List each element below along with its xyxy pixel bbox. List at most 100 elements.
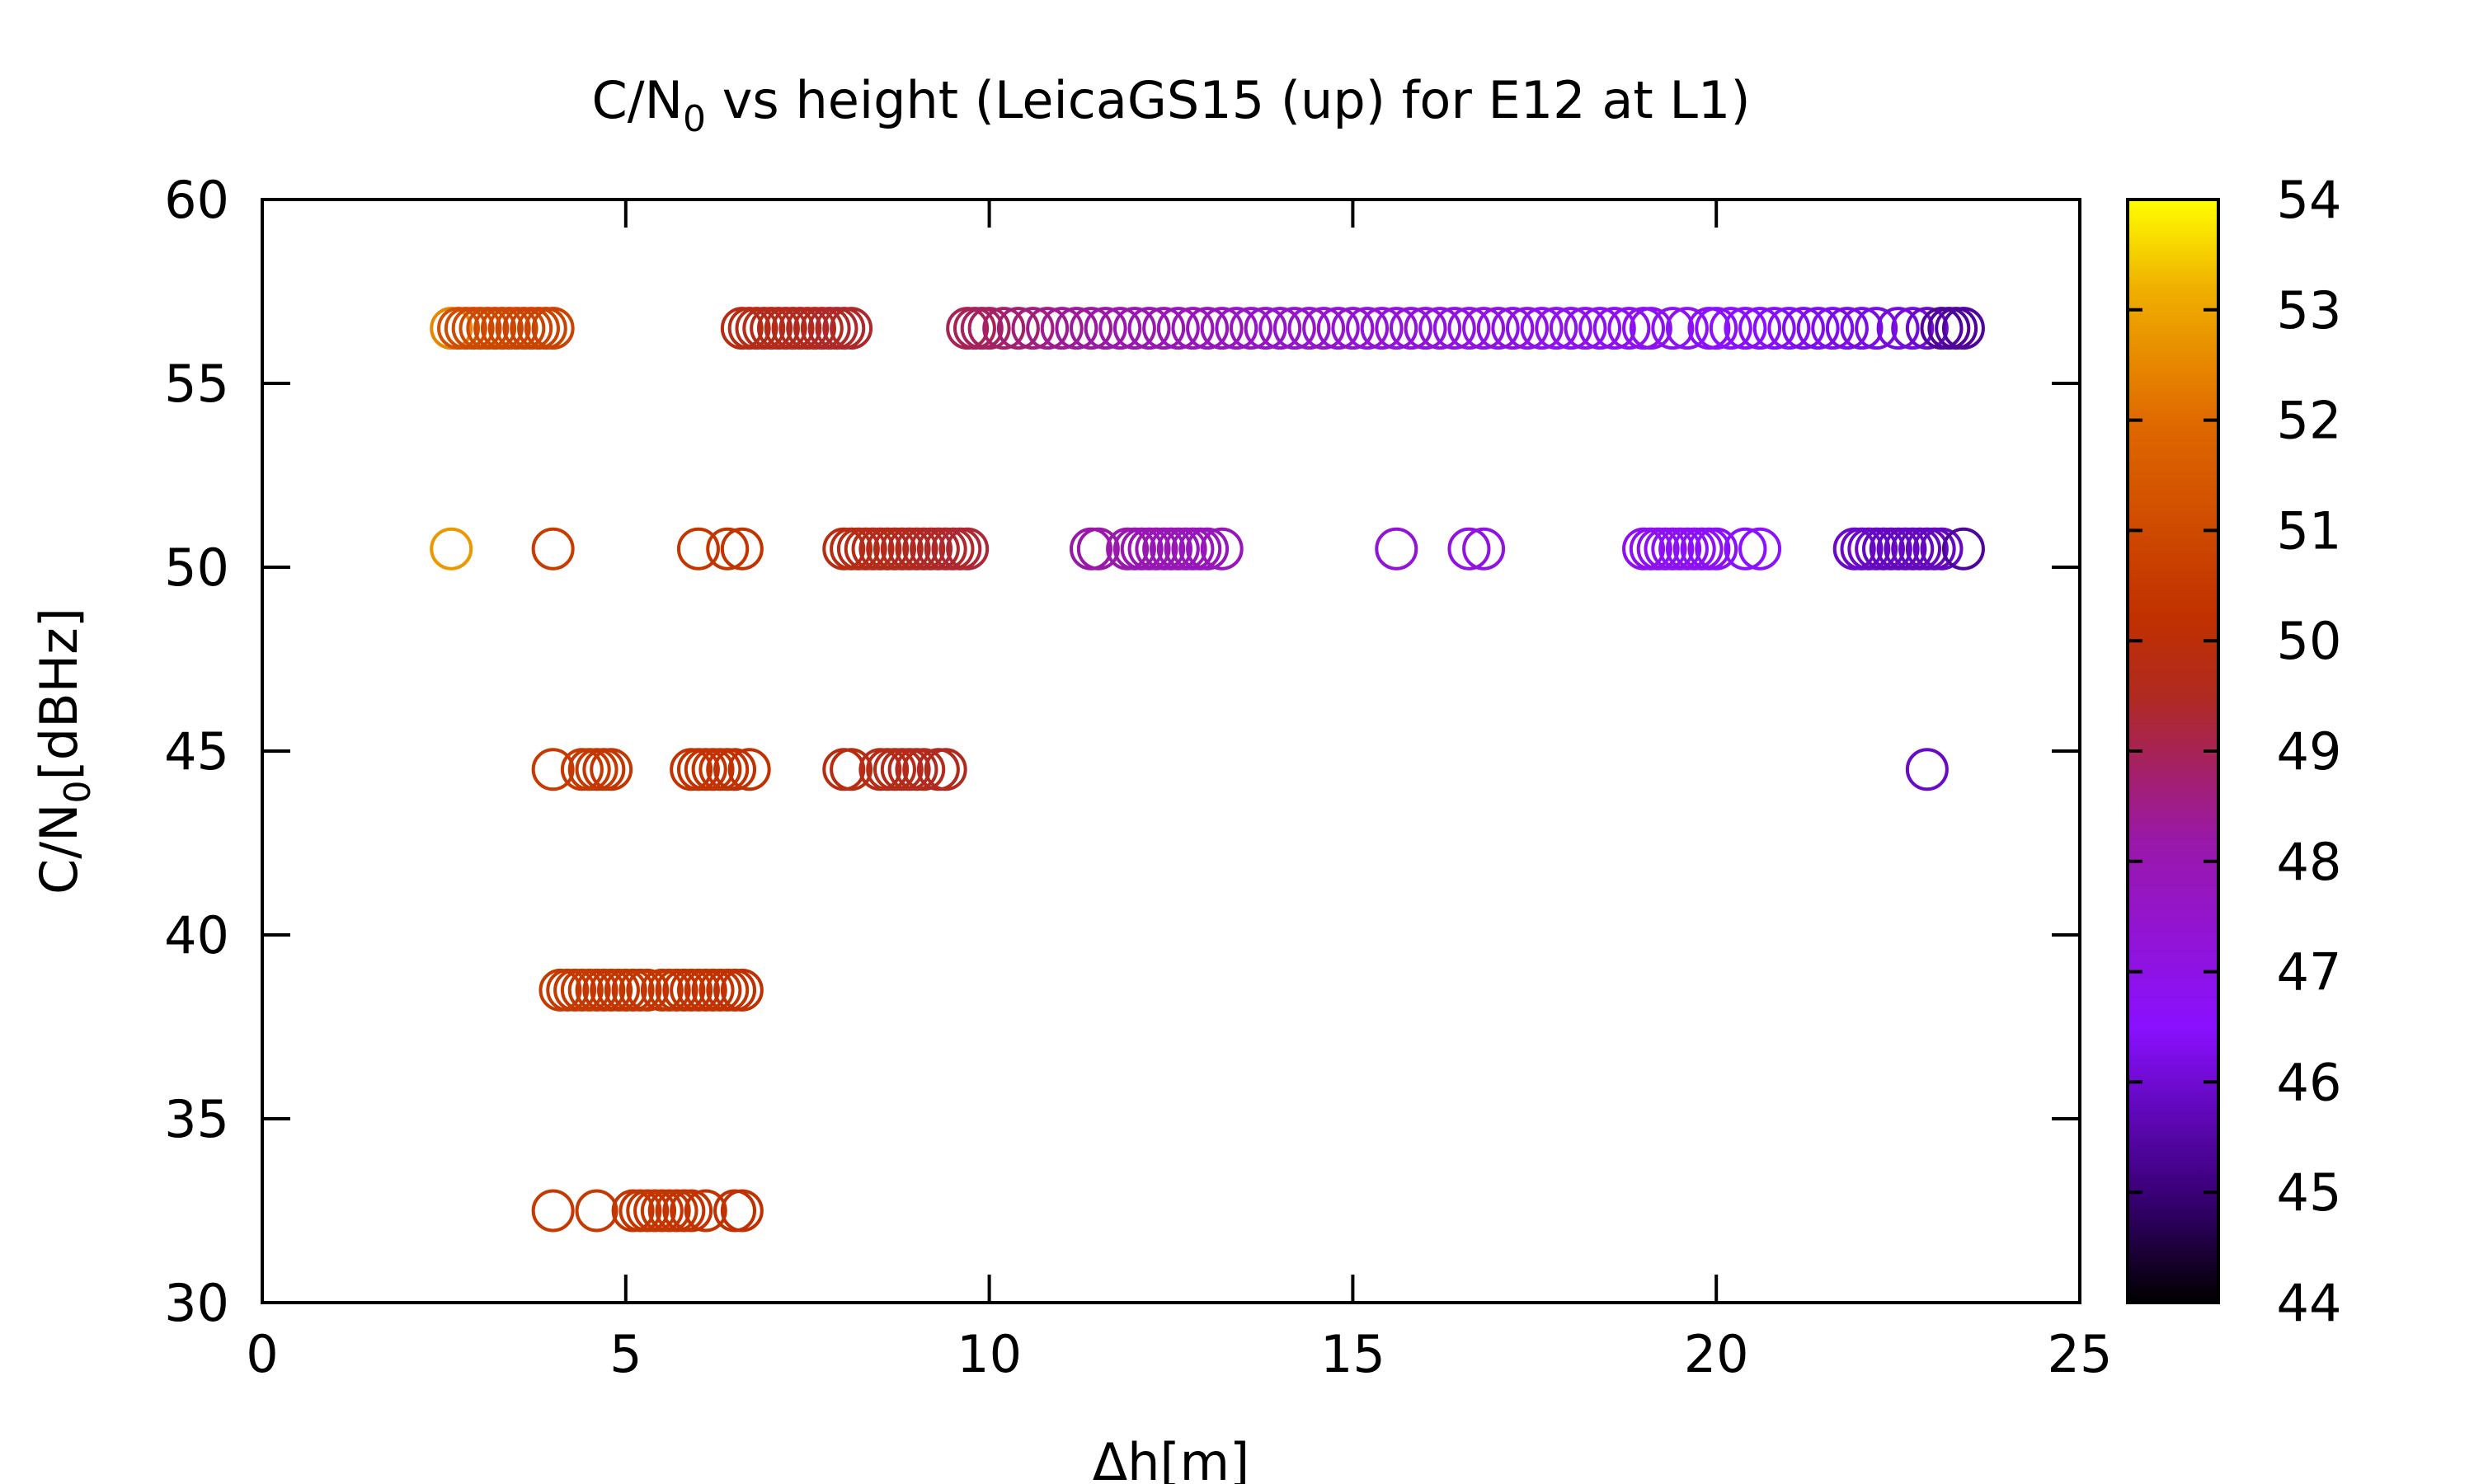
data-point: [1752, 307, 1796, 350]
data-point: [1535, 307, 1578, 350]
data-point: [1076, 527, 1120, 571]
x-tick-label: 0: [246, 1324, 278, 1384]
data-point: [1905, 748, 1949, 791]
x-axis-label: Δh[m]: [1093, 1432, 1249, 1484]
x-tick-label: 20: [1684, 1324, 1749, 1384]
data-point: [1186, 527, 1230, 571]
data-point: [1840, 307, 1884, 350]
x-tick-label: 10: [957, 1324, 1022, 1384]
data-point: [720, 968, 764, 1012]
data-point: [1200, 307, 1244, 350]
colorbar-tick-label: 49: [2277, 721, 2342, 782]
data-point: [1142, 307, 1186, 350]
data-point: [1040, 307, 1084, 350]
data-point: [1578, 307, 1622, 350]
data-point: [1592, 307, 1636, 350]
data-point: [1375, 527, 1418, 571]
y-tick-label: 40: [164, 905, 229, 965]
data-point: [1855, 307, 1898, 350]
data-point: [1607, 307, 1651, 350]
data-point: [1724, 307, 1767, 350]
data-point: [1098, 307, 1142, 350]
plot-area: [261, 198, 2081, 1304]
data-point: [727, 748, 771, 791]
data-point: [626, 968, 670, 1012]
data-point: [1026, 307, 1070, 350]
colorbar-ticks: 44 45 46 47 48 49 50 51 52 53 54: [2128, 170, 2341, 1333]
data-point: [1112, 307, 1156, 350]
colorbar-tick-label: 46: [2277, 1052, 2342, 1112]
data-point: [1200, 527, 1244, 571]
colorbar-tick-label: 53: [2277, 280, 2342, 340]
y-tick-label: 35: [164, 1089, 229, 1149]
data-point: [590, 748, 633, 791]
data-point: [1272, 307, 1316, 350]
y-tick-label: 55: [164, 354, 229, 414]
data-point: [575, 1189, 618, 1233]
data-point: [1011, 307, 1055, 350]
data-point: [1302, 307, 1346, 350]
data-point: [1084, 307, 1127, 350]
data-point: [1229, 307, 1272, 350]
data-point: [1811, 307, 1855, 350]
data-point: [1695, 527, 1738, 571]
data-point: [1920, 527, 1964, 571]
data-point: [1156, 307, 1200, 350]
data-point: [1447, 527, 1491, 571]
x-axis-ticks: 0 5 10 15 20 25: [246, 200, 2112, 1384]
data-point: [1738, 307, 1782, 350]
data-point: [830, 307, 873, 350]
data-point: [1651, 307, 1695, 350]
data-point: [1549, 307, 1592, 350]
data-point: [1287, 307, 1331, 350]
data-point: [1905, 307, 1949, 350]
data-point: [1564, 307, 1607, 350]
data-point: [1389, 307, 1432, 350]
data-point: [1767, 307, 1811, 350]
colorbar: [2126, 198, 2220, 1304]
data-point: [720, 527, 764, 571]
x-tick-label: 15: [1320, 1324, 1385, 1384]
data-point: [1941, 307, 1985, 350]
data-point: [924, 748, 967, 791]
x-tick-label: 5: [609, 1324, 642, 1384]
data-point: [1724, 527, 1767, 571]
data-point: [1629, 307, 1672, 350]
data-point: [676, 527, 720, 571]
chart-title: C/N0 vs height (LeicaGS15 (up) for E12 a…: [591, 70, 1750, 140]
data-point: [902, 748, 946, 791]
data-point: [1127, 307, 1171, 350]
colorbar-tick-label: 51: [2277, 500, 2342, 561]
data-point: [1171, 307, 1215, 350]
colorbar-tick-label: 45: [2277, 1162, 2342, 1223]
data-point: [531, 748, 575, 791]
colorbar-tick-label: 50: [2277, 611, 2342, 671]
data-point: [1070, 307, 1113, 350]
data-point: [982, 307, 1026, 350]
colorbar-tick-label: 52: [2277, 391, 2342, 451]
data-point: [1520, 307, 1564, 350]
data-point: [1404, 307, 1447, 350]
colorbar-tick-label: 48: [2277, 832, 2342, 892]
data-point: [1375, 307, 1418, 350]
data-point: [1186, 307, 1230, 350]
data-point: [1316, 307, 1360, 350]
y-axis-ticks: 30 35 40 45 50 55 60: [164, 170, 2080, 1333]
data-point: [1738, 527, 1782, 571]
data-point: [1796, 307, 1840, 350]
data-point: [1331, 307, 1375, 350]
y-tick-label: 45: [164, 721, 229, 782]
data-point: [1346, 307, 1390, 350]
data-point: [706, 527, 750, 571]
y-tick-label: 50: [164, 538, 229, 598]
data-point: [670, 1189, 713, 1233]
data-point: [1709, 307, 1752, 350]
data-points: [430, 307, 1985, 1233]
y-tick-label: 30: [164, 1273, 229, 1333]
data-point: [1941, 527, 1985, 571]
y-axis-label: C/N0[dBHz]: [29, 608, 99, 895]
colorbar-tick-label: 44: [2277, 1273, 2342, 1333]
data-point: [1418, 307, 1462, 350]
colorbar-tick-label: 47: [2277, 942, 2342, 1003]
data-point: [946, 527, 990, 571]
